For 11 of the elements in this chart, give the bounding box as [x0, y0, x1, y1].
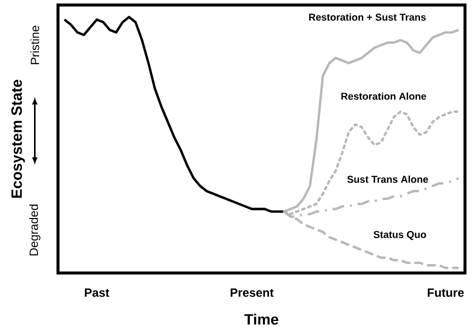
text: Pristine — [30, 26, 40, 64]
series-label: Restoration + Sust Trans — [309, 13, 426, 21]
series-label: Status Quo — [374, 231, 426, 240]
x-tick-label: Present — [230, 288, 274, 297]
y-axis-title: Ecosystem State — [11, 80, 25, 198]
x-axis-title: Time — [244, 314, 278, 325]
text: Degraded — [29, 204, 40, 256]
x-tick-label: Past — [84, 288, 110, 297]
x-tick-label: Future — [428, 288, 464, 297]
series-label: Sust Trans Alone — [347, 176, 428, 183]
text: Restoration Alone — [341, 92, 426, 100]
